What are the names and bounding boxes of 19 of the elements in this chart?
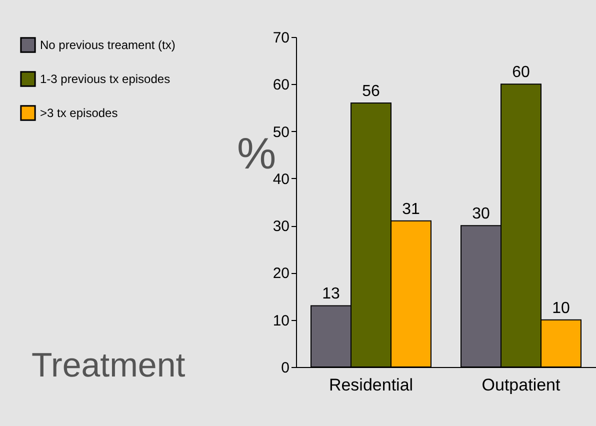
y-tick-label: 10 xyxy=(272,312,290,330)
legend-label: No previous treament (tx) xyxy=(40,38,176,52)
legend-label: >3 tx episodes xyxy=(40,106,118,120)
data-label: 10 xyxy=(552,300,570,317)
data-label: 31 xyxy=(402,200,420,218)
y-tick-label: 20 xyxy=(272,265,290,282)
x-tick-label: Outpatient xyxy=(482,376,560,394)
y-tick-label: 60 xyxy=(272,76,290,94)
x-tick-label: Residential xyxy=(328,376,414,394)
data-label: 30 xyxy=(472,206,490,223)
legend-label: 1-3 previous tx episodes xyxy=(40,72,170,86)
data-label: 60 xyxy=(512,64,530,82)
x-axis-title: Treatment xyxy=(32,346,186,384)
data-label: 56 xyxy=(362,83,380,100)
y-tick-label: 70 xyxy=(272,30,290,46)
y-tick-label: 0 xyxy=(281,360,290,376)
data-label: 13 xyxy=(322,286,340,303)
y-tick-label: 40 xyxy=(272,170,290,188)
y-tick-label: 30 xyxy=(272,218,290,236)
